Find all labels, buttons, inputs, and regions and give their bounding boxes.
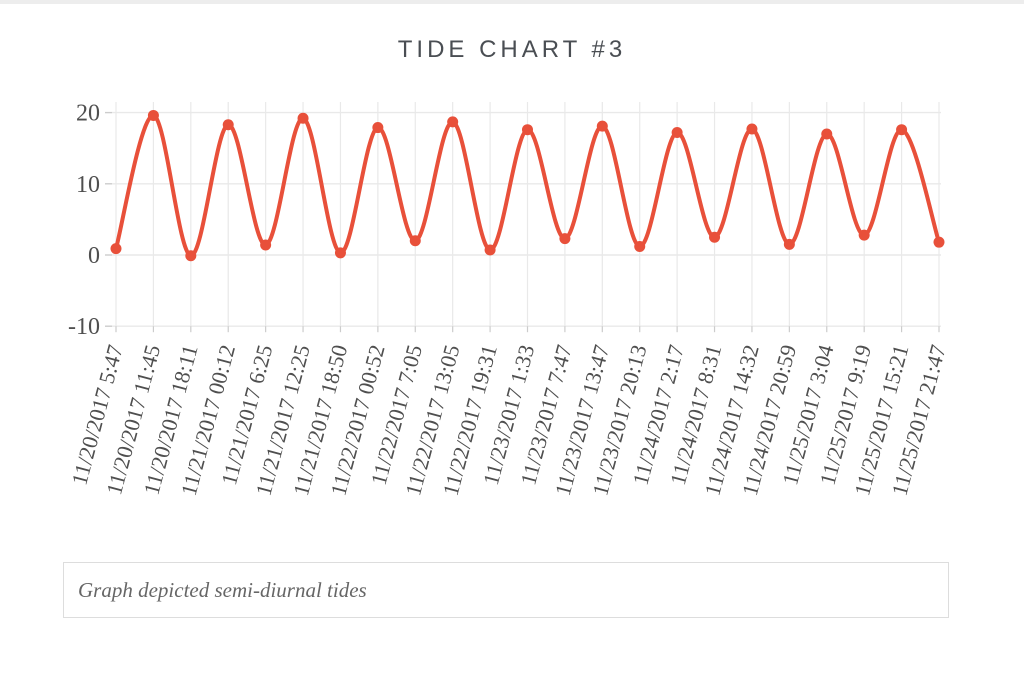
caption-text: Graph depicted semi-diurnal tides (78, 577, 367, 602)
data-point (596, 120, 608, 132)
chart-title: TIDE CHART #3 (397, 36, 627, 63)
data-point (147, 109, 159, 121)
y-tick-label: 0 (88, 243, 100, 269)
data-point (821, 128, 833, 140)
data-point (447, 116, 459, 128)
data-point (297, 112, 309, 124)
data-point (634, 240, 646, 252)
data-point (334, 247, 346, 259)
data-point (933, 236, 945, 248)
data-point (260, 239, 272, 251)
y-tick-label: -10 (68, 314, 100, 340)
y-tick-label: 20 (76, 101, 100, 127)
y-tick-label: 10 (76, 172, 100, 198)
data-point (559, 233, 571, 245)
data-point (110, 243, 122, 255)
data-point (671, 127, 683, 139)
tide-line (114, 113, 941, 258)
top-border-strip (0, 0, 1024, 4)
data-point (896, 124, 908, 136)
data-point (783, 238, 795, 250)
data-point (709, 231, 721, 243)
caption-box: Graph depicted semi-diurnal tides (63, 562, 949, 618)
data-point (372, 122, 384, 134)
data-point (858, 229, 870, 241)
data-point (222, 119, 234, 131)
data-point (484, 244, 496, 256)
data-point (409, 235, 421, 247)
data-point (185, 250, 197, 262)
data-point (521, 124, 533, 136)
data-point (746, 123, 758, 135)
